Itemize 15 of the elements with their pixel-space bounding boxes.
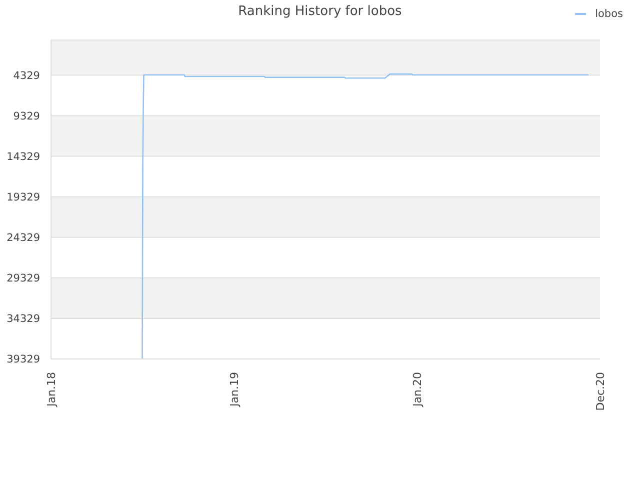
y-tick-label: 9329 — [13, 110, 40, 122]
x-tick-label: Jan.18 — [44, 372, 58, 408]
y-tick-label: 19329 — [6, 192, 40, 204]
x-tick-label: Jan.19 — [228, 372, 241, 408]
y-tick-label: 24329 — [6, 232, 40, 244]
line-series — [142, 73, 589, 359]
y-tick-label: 34329 — [6, 313, 40, 326]
y-tick-label: 4329 — [13, 70, 40, 82]
legend-label: lobos — [595, 7, 623, 22]
chart-title: Ranking History for lobos — [238, 4, 402, 19]
x-tick-label: Jan.20 — [410, 372, 424, 408]
y-tick-label: 39329 — [6, 354, 40, 366]
y-tick-label: 14329 — [6, 150, 40, 163]
y-tick-label: 29329 — [6, 272, 40, 285]
x-tick-label: Dec.20 — [594, 372, 607, 411]
